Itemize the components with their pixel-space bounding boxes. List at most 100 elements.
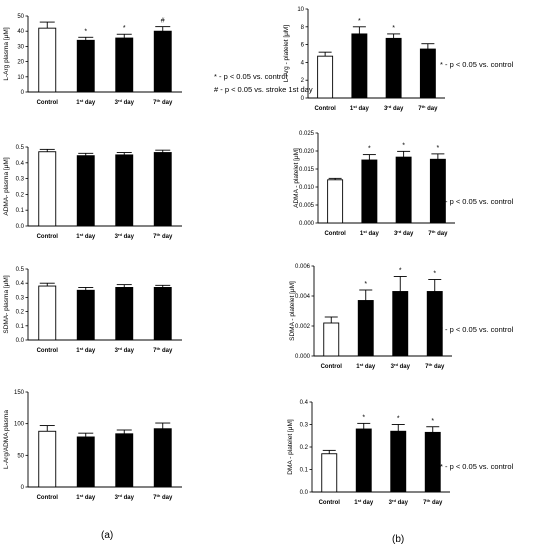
x-tick-label: 7th day	[423, 498, 443, 506]
bar-1st-day	[76, 436, 95, 488]
significance-mark: *	[399, 268, 402, 275]
x-tick-label: 7th day	[153, 346, 173, 354]
bar-7th-day	[419, 48, 436, 99]
y-tick-label: 0	[301, 96, 305, 102]
y-tick-label: 0.4	[300, 400, 309, 406]
panel-label-b: (b)	[392, 534, 405, 545]
x-tick-label: Control	[37, 495, 59, 501]
x-tick-label: 3rd day	[115, 98, 135, 106]
x-tick-label: 1st day	[76, 346, 96, 354]
y-tick-label: 0.0	[16, 338, 25, 344]
x-tick-label: Control	[314, 106, 336, 112]
significance-mark: *	[402, 142, 405, 149]
x-tick-label: 7th day	[153, 493, 173, 501]
x-tick-label: Control	[319, 500, 341, 506]
bar-1st-day	[355, 428, 372, 493]
bar-1st-day	[351, 33, 368, 99]
bar-7th-day	[153, 287, 172, 341]
bar-3rd-day	[395, 156, 412, 224]
x-tick-label: 1st day	[76, 493, 96, 501]
bar-7th-day	[426, 291, 443, 357]
y-tick-label: 0.0	[300, 490, 309, 496]
x-tick-label: Control	[324, 231, 346, 237]
y-axis-title: L-Arg plasma [μM]	[3, 27, 10, 80]
y-tick-label: 0.005	[299, 203, 315, 209]
y-tick-label: 40	[17, 29, 24, 35]
y-tick-label: 50	[17, 14, 24, 20]
x-tick-label: Control	[321, 364, 343, 370]
y-tick-label: 0.015	[299, 167, 315, 173]
y-tick-label: 0.004	[295, 294, 311, 300]
significance-mark: *	[364, 281, 367, 288]
y-axis-title: ADMA - platelet [μM]	[293, 148, 300, 208]
significance-mark: *	[397, 416, 400, 423]
x-tick-label: 1st day	[350, 104, 370, 112]
significance-mark: *	[431, 418, 434, 425]
y-tick-label: 20	[17, 60, 24, 66]
bar-7th-day	[429, 158, 446, 224]
x-tick-label: 1st day	[76, 232, 96, 240]
y-tick-label: 0.4	[16, 281, 25, 287]
y-tick-label: 0.3	[16, 177, 25, 183]
x-tick-label: 1st day	[76, 98, 96, 106]
x-tick-label: 7th day	[418, 104, 438, 112]
bar-7th-day	[153, 152, 172, 227]
chart-panel-1: 0 10 20 30 40 50 L-Arg plasma [μM] * * #	[3, 14, 182, 96]
y-tick-label: 0.025	[299, 131, 315, 137]
y-axis-title: ADMA- plasma [μM]	[3, 157, 10, 215]
annotation-b3: * - p < 0.05 vs. control	[440, 325, 514, 334]
annotation-b1: * - p < 0.05 vs. control	[440, 60, 514, 69]
chart-panel-8: 0.0 0.1 0.2 0.3 0.4 DMA - platelet [μM] * * *	[287, 400, 450, 496]
significance-mark: #	[161, 18, 165, 25]
bar-1st-day	[361, 159, 378, 224]
y-tick-label: 0.5	[16, 145, 25, 151]
significance-mark: *	[84, 28, 87, 35]
y-tick-label: 4	[301, 60, 305, 66]
y-tick-label: 8	[301, 25, 305, 31]
bar-7th-day	[424, 431, 441, 493]
x-tick-label: 7th day	[153, 98, 173, 106]
chart-panel-4: 0 50 100 150 L-Arg/ADMA plasma	[3, 390, 182, 491]
x-tick-label: 3rd day	[389, 498, 409, 506]
y-tick-label: 0.000	[295, 354, 311, 360]
annotation-a-line2: # - p < 0.05 vs. stroke 1st day	[214, 85, 313, 94]
bar-7th-day	[153, 428, 172, 488]
y-tick-label: 100	[14, 422, 25, 428]
x-tick-label: 7th day	[153, 232, 173, 240]
significance-mark: *	[358, 18, 361, 25]
bar-1st-day	[76, 39, 95, 93]
y-tick-label: 6	[301, 43, 305, 49]
y-axis-title: L-Arg - platelet [μM]	[283, 25, 290, 82]
bar-control	[327, 179, 344, 224]
bar-control	[323, 322, 340, 357]
y-tick-label: 0.3	[16, 295, 25, 301]
bar-3rd-day	[392, 291, 409, 357]
y-tick-label: 0.3	[300, 423, 309, 429]
significance-mark: *	[362, 414, 365, 421]
chart-panel-6: 0.000 0.005 0.010 0.015 0.020 0.025 ADMA - pla…	[293, 131, 455, 227]
chart-panel-5: 0 2 4 6 8 10 L-Arg - platelet [μM] * *	[283, 7, 445, 102]
significance-mark: *	[437, 145, 440, 152]
y-tick-label: 0.020	[299, 149, 315, 155]
bar-3rd-day	[390, 430, 407, 493]
y-tick-label: 0.002	[295, 324, 311, 330]
y-tick-label: 50	[17, 453, 24, 459]
significance-mark: *	[368, 146, 371, 153]
bar-control	[38, 430, 57, 488]
y-tick-label: 0	[21, 90, 25, 96]
y-tick-label: 0.1	[16, 324, 25, 330]
x-tick-label: 3rd day	[384, 104, 404, 112]
y-tick-label: 30	[17, 44, 24, 50]
bar-control	[38, 285, 57, 341]
bar-control	[38, 27, 57, 93]
y-tick-label: 0.2	[300, 445, 309, 451]
x-tick-label: 1st day	[356, 362, 376, 370]
y-tick-label: 0.1	[300, 468, 309, 474]
bar-1st-day	[76, 289, 95, 341]
x-tick-label: 3rd day	[391, 362, 411, 370]
bar-7th-day	[153, 30, 172, 93]
bar-3rd-day	[115, 433, 134, 488]
y-axis-title: SDMA- plasma [μM]	[3, 275, 10, 333]
chart-panel-7: 0.000 0.002 0.004 0.006 SDMA - platelet [μM]…	[289, 264, 452, 360]
